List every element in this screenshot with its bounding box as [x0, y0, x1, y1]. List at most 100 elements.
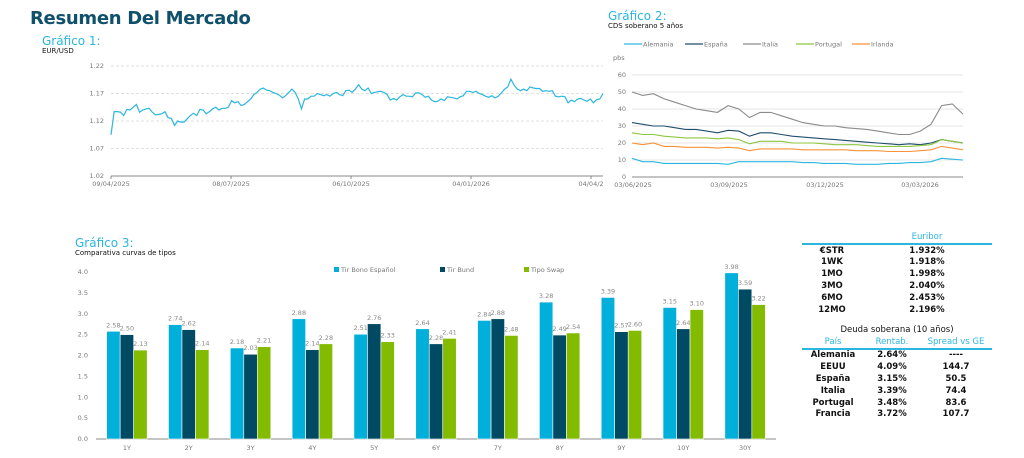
- y-tick-label: 1.0: [78, 393, 88, 401]
- deuda-header-rentab: Rentab.: [875, 336, 909, 347]
- bar: [504, 335, 519, 440]
- deuda-spread: 107.7: [942, 409, 970, 420]
- bar: [539, 301, 554, 440]
- x-tick-label: 10Y: [677, 444, 689, 452]
- euribor-rate: 2.040%: [909, 281, 945, 292]
- bar-value-label: 2.84: [477, 310, 491, 318]
- page-title: Resumen Del Mercado: [30, 8, 251, 29]
- x-tick-label: 03/06/2025: [614, 181, 651, 189]
- x-tick-label: 7Y: [494, 444, 502, 452]
- euribor-rate: 1.932%: [909, 245, 945, 256]
- y-axis-unit: pbs: [613, 54, 625, 62]
- x-tick-label: 4Y: [308, 444, 316, 452]
- bar: [353, 333, 368, 440]
- bar: [380, 341, 395, 440]
- bar-value-label: 3.15: [663, 297, 677, 305]
- deuda-yield: 4.09%: [877, 362, 907, 373]
- bar-value-label: 3.39: [601, 287, 615, 295]
- bar-value-label: 2.28: [429, 334, 443, 342]
- euribor-tenor: 6MO: [821, 292, 843, 303]
- euribor-header: Euribor: [911, 231, 943, 242]
- y-tick-label: 40: [618, 105, 626, 113]
- euribor-rate: 2.453%: [909, 292, 945, 303]
- bar: [367, 323, 382, 440]
- deuda-spread: 50.5: [945, 374, 967, 385]
- bar-value-label: 2.58: [106, 321, 120, 329]
- x-tick-label: 04/04/2: [578, 180, 603, 188]
- bar: [181, 329, 196, 440]
- bar: [243, 353, 258, 440]
- euribor-rate: 1.918%: [909, 257, 945, 268]
- x-tick-label: 03/09/2025: [710, 181, 747, 189]
- bar: [442, 338, 457, 440]
- bar: [428, 343, 444, 440]
- euribor-table: Euribor €STR 1.932% 1WK 1.918% 1MO 1.998% 3…: [802, 231, 992, 316]
- bar: [305, 349, 320, 440]
- euribor-tenor: €STR: [819, 245, 845, 256]
- x-tick-label: 03/03/2026: [901, 181, 938, 189]
- legend-label: Irlanda: [871, 41, 894, 49]
- cds-line-irlanda: [631, 142, 964, 153]
- bar-value-label: 2.76: [367, 314, 381, 322]
- y-tick-label: 1.07: [90, 145, 104, 153]
- bar-value-label: 2.64: [415, 319, 429, 327]
- y-tick-label: 1.02: [90, 172, 104, 180]
- deuda-header-spread: Spread vs GE: [927, 336, 985, 347]
- deuda-row: Alemania 2.64% ----: [802, 349, 992, 362]
- legend-label: Tir Bono Español: [340, 266, 396, 274]
- legend-swatch: [524, 267, 529, 272]
- bar: [415, 328, 430, 440]
- deuda-yield: 2.64%: [877, 350, 907, 361]
- x-tick-label: 5Y: [370, 444, 378, 452]
- y-tick-label: 3.5: [78, 289, 88, 297]
- bar-value-label: 3.10: [690, 300, 704, 308]
- bar-value-label: 2.14: [195, 340, 209, 348]
- bar: [133, 349, 148, 440]
- euribor-row: 3MO 2.040%: [802, 280, 992, 292]
- deuda-country: Alemania: [810, 350, 856, 361]
- y-tick-label: 2.0: [78, 352, 88, 360]
- bar: [614, 331, 629, 440]
- bar: [751, 304, 766, 440]
- deuda-yield: 3.72%: [877, 409, 907, 420]
- deuda-yield: 3.15%: [877, 374, 907, 385]
- bar: [490, 318, 505, 440]
- euribor-row: 1MO 1.998%: [802, 268, 992, 280]
- x-tick-label: 09/04/2025: [92, 180, 129, 188]
- y-tick-label: 1.12: [90, 117, 104, 125]
- bar-value-label: 2.28: [319, 334, 333, 342]
- chart1-label: Gráfico 1:: [42, 34, 101, 48]
- y-tick-label: 20: [618, 139, 626, 147]
- bar: [318, 343, 333, 440]
- deuda-spread: 74.4: [945, 385, 967, 396]
- bar-value-label: 2.62: [181, 320, 195, 328]
- x-tick-label: 30Y: [739, 444, 751, 452]
- deuda-spread: 83.6: [945, 397, 967, 408]
- bar-value-label: 3.98: [724, 263, 738, 271]
- euribor-tenor: 3MO: [821, 281, 843, 292]
- bar: [724, 272, 739, 440]
- bar-value-label: 2.18: [230, 338, 244, 346]
- deuda-yield: 3.48%: [877, 397, 907, 408]
- legend-label: Alemania: [643, 41, 673, 49]
- bar-value-label: 2.03: [243, 344, 257, 352]
- eurusd-line: [110, 77, 604, 135]
- bar: [168, 324, 183, 440]
- x-tick-label: 04/01/2026: [452, 180, 489, 188]
- chart2-label: Gráfico 2:: [608, 9, 667, 23]
- euribor-tenor: 12MO: [818, 304, 846, 315]
- y-tick-label: 4.0: [78, 268, 88, 276]
- legend-label: España: [704, 41, 728, 49]
- y-tick-label: 3.0: [78, 310, 88, 318]
- bar: [119, 334, 134, 440]
- x-tick-label: 6Y: [432, 444, 440, 452]
- bar-value-label: 2.88: [292, 309, 306, 317]
- deuda-row: Francia 3.72% 107.7: [802, 409, 992, 421]
- cds-line-espana: [631, 122, 964, 146]
- bar: [676, 328, 691, 440]
- bar: [552, 334, 567, 440]
- deuda-country: Francia: [815, 409, 851, 420]
- bar-value-label: 2.64: [676, 319, 690, 327]
- bar: [256, 346, 272, 440]
- bar-value-label: 2.13: [133, 340, 147, 348]
